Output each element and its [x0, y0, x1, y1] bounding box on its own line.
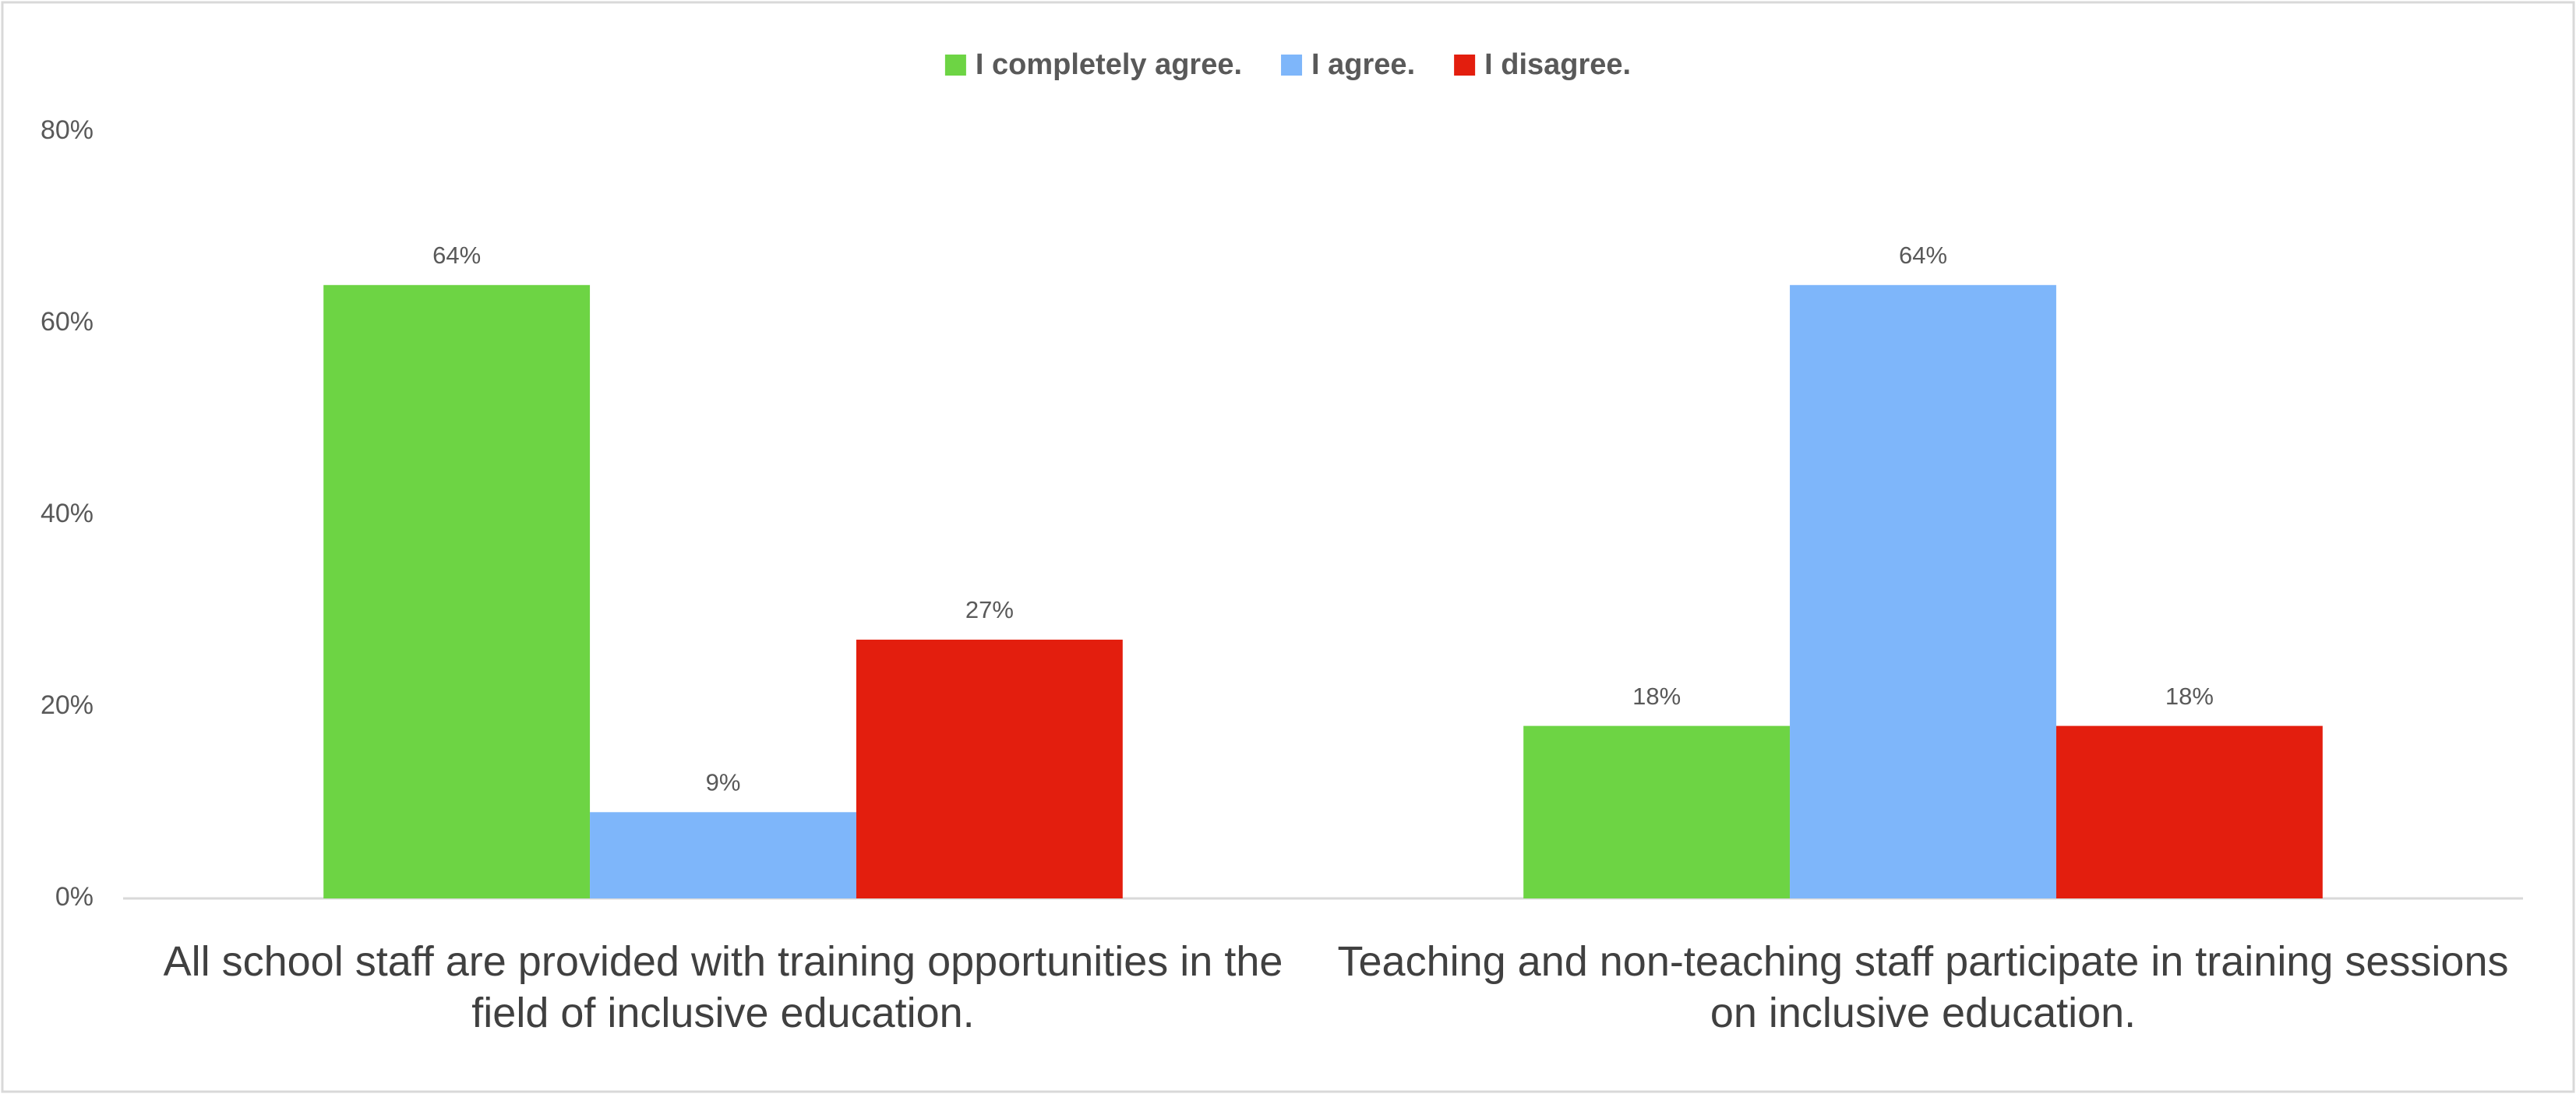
legend-label: I agree. [1311, 48, 1415, 81]
bar [323, 284, 591, 898]
x-tick-label: Teaching and non-teaching staff particip… [1337, 938, 2509, 1036]
value-label: 9% [706, 768, 741, 796]
value-label: 27% [965, 596, 1014, 623]
y-tick-label: 60% [41, 307, 94, 337]
value-label: 64% [432, 242, 481, 269]
x-tick-label: All school staff are provided with train… [163, 938, 1283, 1036]
legend-swatch [944, 55, 966, 76]
legend-label: I disagree. [1484, 48, 1631, 81]
bar [2056, 725, 2323, 898]
legend-label: I completely agree. [976, 48, 1242, 81]
legend-swatch [1454, 55, 1476, 76]
y-tick-label: 80% [41, 115, 94, 145]
bar [590, 812, 856, 898]
bar [1790, 284, 2056, 898]
legend-swatch [1281, 55, 1303, 76]
value-label: 18% [2165, 683, 2214, 710]
y-tick-label: 0% [55, 882, 94, 912]
value-label: 64% [1899, 242, 1947, 269]
bar [1523, 725, 1791, 898]
y-tick-label: 20% [41, 690, 94, 720]
bar [856, 639, 1123, 898]
value-label: 18% [1632, 683, 1681, 710]
y-tick-label: 40% [41, 499, 94, 528]
